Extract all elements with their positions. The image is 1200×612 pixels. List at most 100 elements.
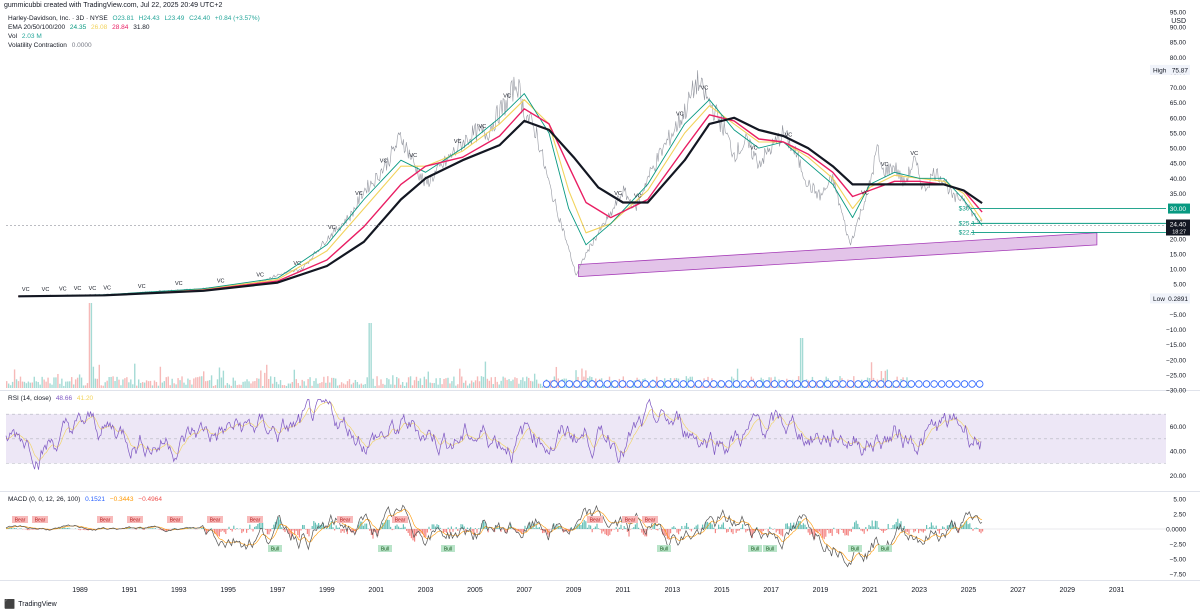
volume-bar [299,385,301,388]
macd-histogram-bar [452,529,454,532]
symbol-title[interactable]: Harley-Davidson, Inc. · 3D · NYSE [8,15,108,22]
macd-histogram-bar [426,529,428,533]
y-tick-label: 5.00 [1173,282,1186,289]
macd-histogram-bar [286,529,288,530]
event-marker [618,380,627,388]
macd-label[interactable]: MACD (0, 0, 12, 26, 100) [8,496,81,503]
macd-histogram-bar [694,527,696,529]
vc-marker: VC [861,190,869,196]
macd-histogram-bar [223,529,225,533]
volume-bar [132,384,134,388]
volume-bar [368,323,370,388]
macd-histogram-bar [62,527,64,529]
volume-bar [604,384,607,388]
rsi-label[interactable]: RSI (14, close) [8,395,51,402]
macd-histogram-bar [166,529,168,532]
macd-histogram-bar [255,526,257,529]
volume-bar [742,384,745,388]
volume-bar [269,376,272,388]
macd-histogram-bar [322,523,324,529]
macd-histogram-bar [970,527,972,529]
macd-histogram-bar [678,529,680,535]
volume-bar [344,384,347,388]
macd-histogram-bar [436,524,438,529]
event-marker [641,380,650,388]
y-tick-label: 50.00 [1170,146,1187,153]
macd-histogram-bar [510,523,512,529]
ema-label[interactable]: EMA 20/50/100/200 [8,24,66,31]
bear-label: Bear [170,518,181,524]
volume-bar [216,379,219,388]
macd-histogram-bar [450,526,452,529]
event-marker [793,380,802,388]
volume-bar [508,379,510,388]
event-marker [710,380,718,388]
volume-bar [837,380,839,388]
macd-histogram-bar [383,522,385,529]
macd-histogram-bar [294,529,296,535]
macd-histogram-bar [516,529,518,533]
bear-label: Bear [340,518,351,524]
volume-bar [277,384,280,388]
macd-histogram-bar [689,529,691,530]
volume-bar [620,383,623,388]
volume-bar [350,384,353,388]
macd-histogram-bar [958,529,960,533]
macd-histogram-bar [431,524,433,529]
macd-histogram-bar [567,529,569,532]
macd-histogram-bar [706,521,708,529]
macd-histogram-bar [676,529,678,533]
volume-bar [65,381,67,388]
macd-histogram-bar [969,523,971,529]
macd-histogram-bar [10,527,12,529]
macd-histogram-bar [537,527,539,529]
volume-bar [31,382,34,388]
volume-bar [535,379,538,388]
volume-bar [799,338,802,388]
macd-histogram-bar [228,526,230,529]
event-marker [892,380,900,388]
volume-bar [275,381,278,388]
macd-histogram-bar [946,525,948,529]
tradingview-footer[interactable]: ⬛ TradingView [4,599,57,610]
volume-bar [293,369,296,388]
volume-bar [618,378,621,388]
macd-histogram-bar [674,527,676,529]
macd-histogram-bar [241,529,243,534]
volume-bar [681,385,684,388]
volume-bar [819,380,822,388]
volume-bar [738,384,741,388]
macd-histogram-bar [46,529,48,531]
macd-histogram-bar [855,520,857,529]
volume-bar [242,381,244,388]
event-marker [877,380,885,388]
volume-bar [794,384,796,388]
macd-histogram-bar [833,527,835,529]
vc-label[interactable]: Volatility Contraction [8,42,67,49]
volume-bar [727,385,729,388]
volume-bar [384,384,386,388]
macd-histogram-bar [596,523,598,529]
event-marker [763,380,771,388]
volume-bar [675,377,678,388]
x-tick-label: 2025 [961,587,977,594]
volume-bar [496,381,498,388]
volume-bar [360,383,362,388]
volume-bar [788,382,790,388]
volume-bar [862,384,865,388]
volume-bar [149,380,152,388]
bear-label: Bear [210,518,221,524]
macd-histogram-bar [871,520,873,529]
y-tick-label: 30.00 [1170,206,1187,213]
volume-bar [13,369,16,388]
volume-bar [896,376,898,388]
volume-bar [155,381,158,388]
volume-bar [69,381,71,388]
macd-histogram-bar [38,529,40,530]
macd-histogram-bar [775,529,777,533]
volume-bar [59,383,61,388]
ohlc-low: L23.49 [164,15,185,22]
volume-bar [313,380,315,388]
vol-label[interactable]: Vol [8,33,18,40]
